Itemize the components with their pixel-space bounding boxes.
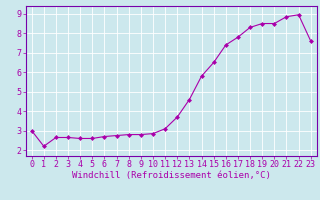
X-axis label: Windchill (Refroidissement éolien,°C): Windchill (Refroidissement éolien,°C) xyxy=(72,171,271,180)
